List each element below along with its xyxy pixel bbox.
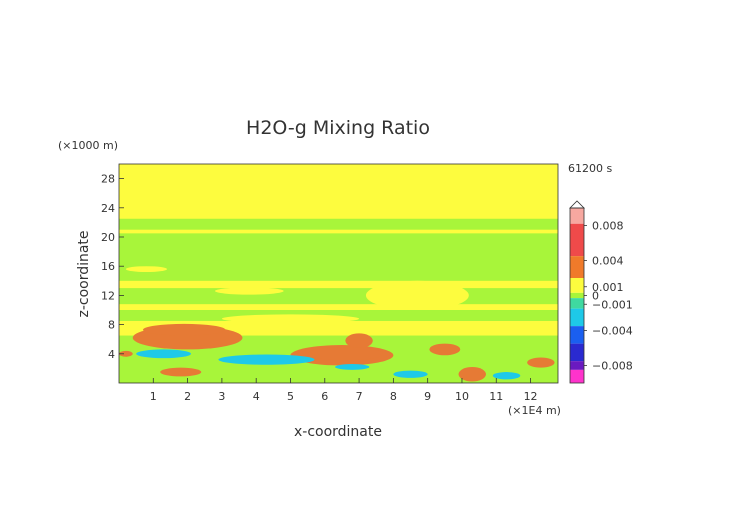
colorbar-tick-label: −0.004 — [592, 325, 633, 338]
contour-feature-16 — [365, 280, 469, 310]
x-axis: 1 2 3 4 5 6 7 8 9 10 11 12 — [150, 378, 538, 403]
colorbar-segment-2 — [570, 256, 584, 278]
plot-frame — [118, 163, 559, 384]
colorbar-tick-label: 0.004 — [592, 255, 624, 268]
contour-feature-8 — [119, 350, 133, 357]
y-tick-label: 12 — [101, 289, 115, 302]
contour-layer-2 — [119, 229, 558, 234]
x-unit-label: (×1E4 m) — [508, 404, 561, 417]
contour-feature-18 — [125, 266, 168, 273]
colorbar-tick-label: 0.001 — [592, 281, 624, 294]
x-tick-label: 3 — [218, 390, 225, 403]
colorbar-segment-4 — [570, 292, 584, 299]
x-tick-label: 10 — [455, 390, 469, 403]
colorbar-tick-label: 0.008 — [592, 220, 624, 233]
x-tick-label: 12 — [524, 390, 538, 403]
contour-features — [119, 266, 555, 382]
colorbar-segment-1 — [570, 223, 584, 257]
x-tick-label: 2 — [184, 390, 191, 403]
contour-feature-17 — [215, 287, 284, 295]
colorbar-segment-0 — [570, 208, 584, 224]
contour-layer-3 — [119, 280, 558, 289]
colorbar-segment-7 — [570, 326, 584, 344]
colorbar-segment-9 — [570, 361, 584, 370]
x-tick-label: 8 — [390, 390, 397, 403]
y-tick-label: 28 — [101, 173, 115, 186]
colorbar-segment-3 — [570, 278, 584, 293]
colorbar-extend-arrow — [569, 200, 585, 209]
y-tick-label: 4 — [108, 348, 115, 361]
time-label: 61200 s — [568, 162, 612, 175]
chart-title: H2O-g Mixing Ratio — [246, 117, 430, 139]
colorbar-segment-10 — [570, 369, 584, 383]
x-tick-label: 1 — [150, 390, 157, 403]
contour-feature-5 — [429, 343, 461, 356]
y-tick-label: 24 — [101, 202, 115, 215]
colorbar-tick-label: −0.008 — [592, 360, 633, 373]
colorbar-tick-label: 0 — [592, 290, 599, 303]
x-tick-label: 7 — [356, 390, 363, 403]
contour-feature-4 — [345, 333, 373, 348]
contour-feature-10 — [218, 354, 315, 365]
plot-area — [119, 164, 558, 383]
contour-layer-1 — [119, 164, 558, 219]
contour-feature-11 — [136, 349, 192, 359]
colorbar-tick-label: −0.001 — [592, 298, 633, 311]
contour-feature-13 — [492, 372, 521, 380]
contour-feature-1 — [143, 323, 226, 336]
x-tick-label: 5 — [287, 390, 294, 403]
colorbar-segment-5 — [570, 298, 584, 309]
x-tick-label: 4 — [253, 390, 260, 403]
contour-feature-14 — [335, 364, 370, 370]
contour-feature-3 — [307, 347, 384, 361]
colorbar-segment-8 — [570, 343, 584, 362]
y-axis: 4 8 12 16 20 24 28 — [101, 173, 124, 361]
contour-feature-12 — [393, 370, 428, 378]
contour-feature-6 — [458, 366, 486, 382]
contour-layer-4 — [119, 304, 558, 310]
y-unit-label: (×1000 m) — [58, 139, 118, 152]
x-tick-label: 11 — [489, 390, 503, 403]
y-tick-label: 20 — [101, 231, 115, 244]
y-axis-label: z-coordinate — [76, 230, 92, 317]
contour-feature-15 — [221, 314, 360, 324]
colorbar-segment-6 — [570, 308, 584, 327]
x-tick-label: 9 — [424, 390, 431, 403]
contour-feature-9 — [160, 367, 202, 377]
x-tick-label: 6 — [321, 390, 328, 403]
y-tick-label: 16 — [101, 260, 115, 273]
y-tick-label: 8 — [108, 319, 115, 332]
x-axis-label: x-coordinate — [294, 424, 382, 440]
contour-feature-7 — [527, 357, 555, 368]
